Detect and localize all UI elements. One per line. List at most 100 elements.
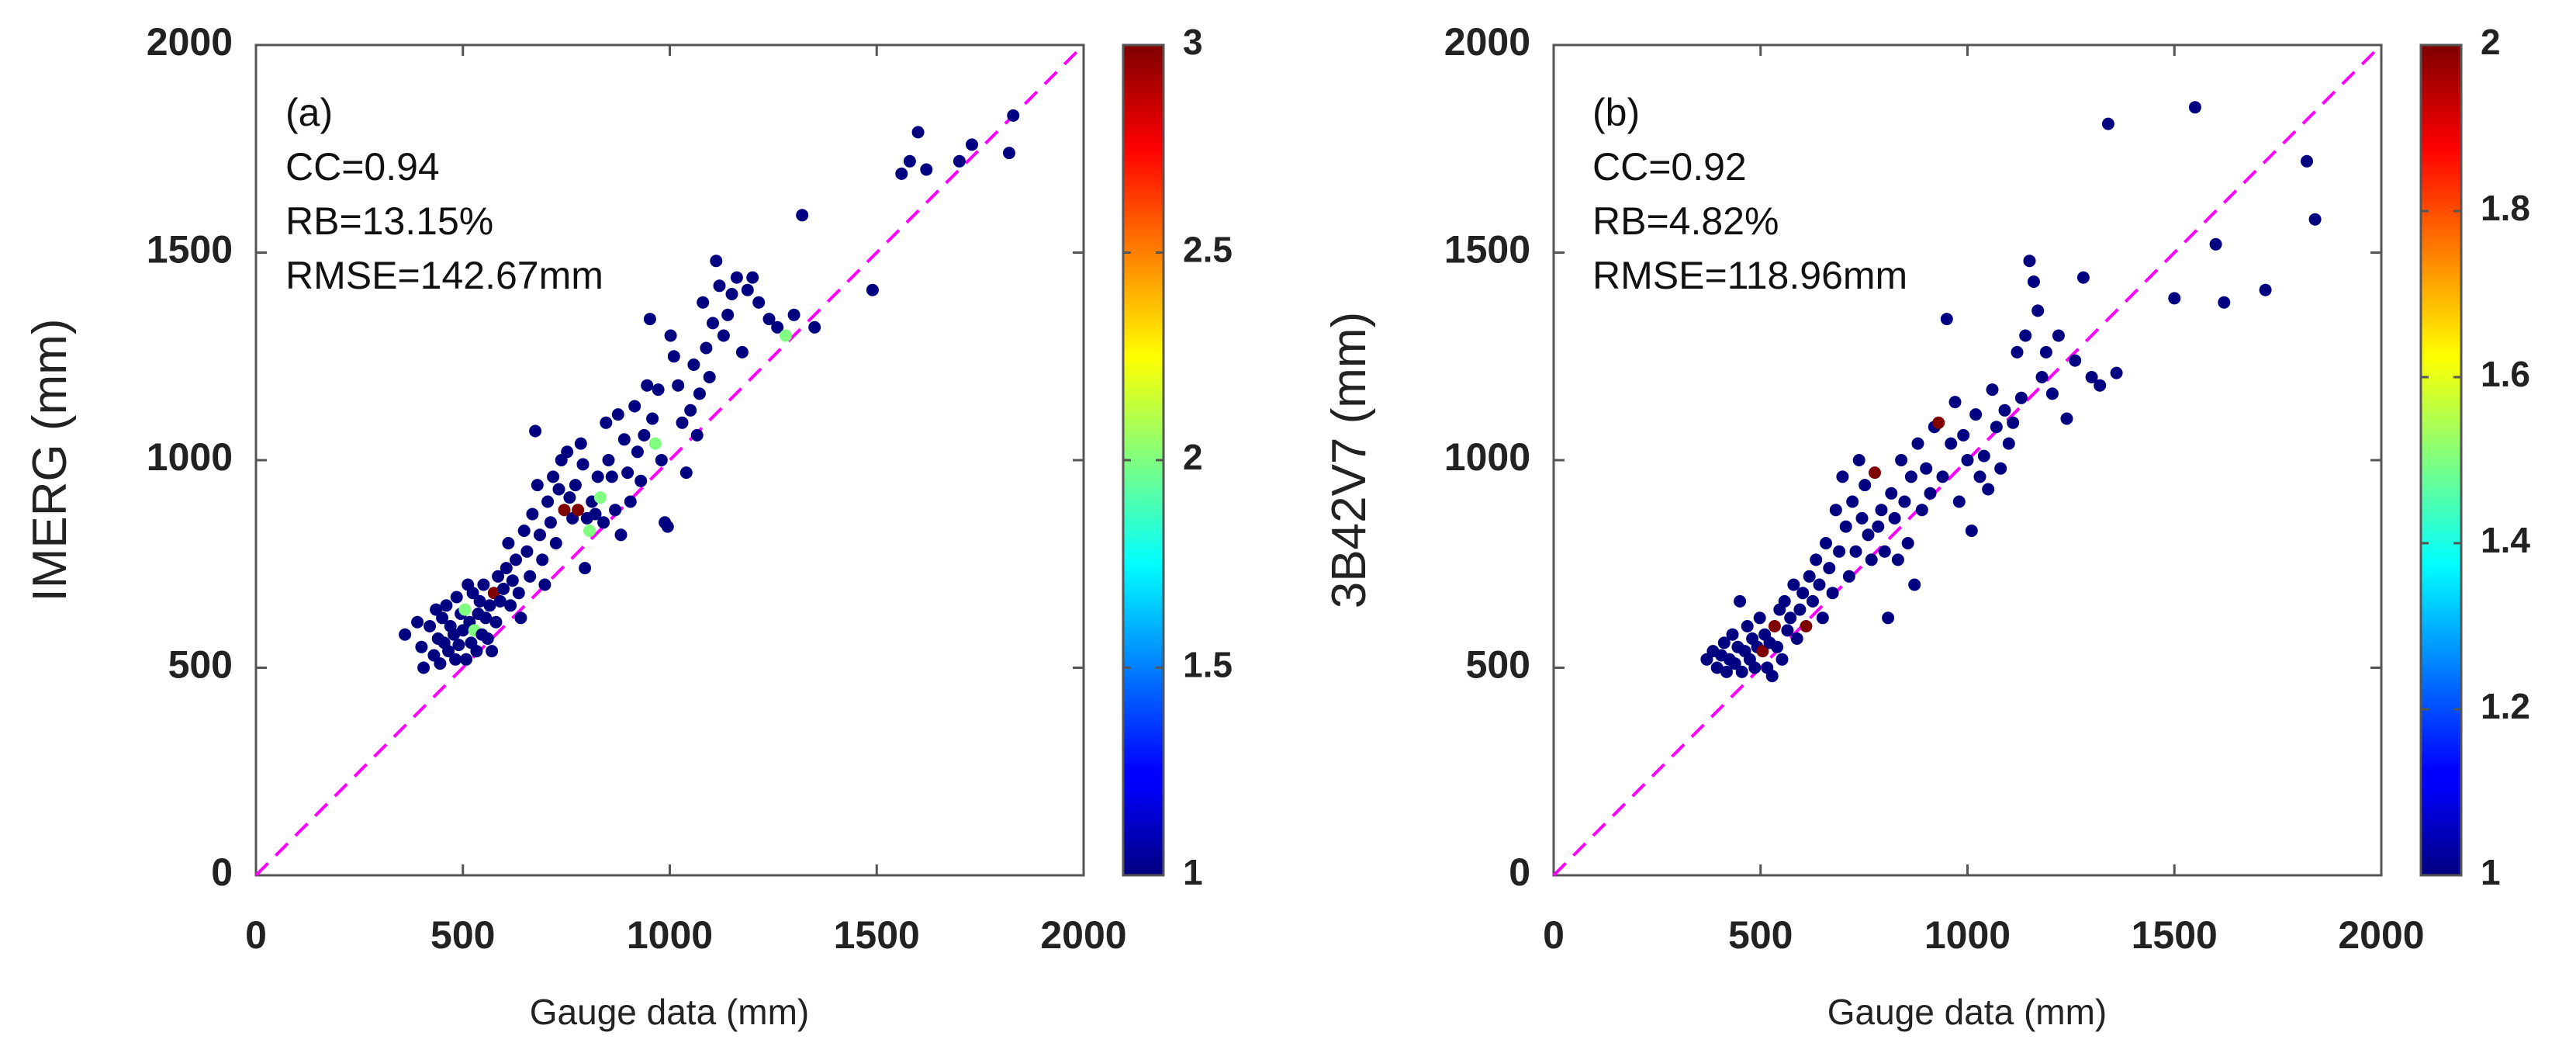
scatter-point — [526, 507, 539, 521]
scatter-point — [1945, 437, 1958, 450]
scatter-point — [703, 371, 716, 383]
scatter-point — [2045, 387, 2059, 400]
scatter-point — [1842, 570, 1855, 583]
panel-label-a: (a) — [285, 91, 333, 134]
scatter-point — [1891, 553, 1904, 566]
scatter-point — [1862, 528, 1875, 542]
scatter-point — [1820, 537, 1832, 549]
scatter-point — [510, 553, 522, 566]
colorbar-tick-label: 1 — [1183, 852, 1203, 892]
scatter-point — [2101, 117, 2114, 130]
scatter-point — [713, 279, 726, 293]
scatter-point — [672, 379, 685, 392]
scatter-point — [591, 470, 604, 483]
scatter-point — [2002, 437, 2015, 450]
colorbar-tick-label: 3 — [1183, 22, 1203, 62]
scatter-point — [1793, 603, 1807, 616]
scatter-point — [2039, 345, 2052, 359]
scatter-point — [2085, 371, 2098, 383]
scatter-point — [609, 504, 622, 517]
scatter-point — [911, 126, 925, 139]
scatter-point — [434, 657, 447, 670]
scatter-point — [741, 283, 754, 296]
scatter-point — [679, 466, 693, 480]
scatter-point — [1741, 620, 1754, 632]
scatter-point — [1846, 495, 1859, 508]
scatter-point — [953, 154, 966, 168]
scatter-point — [652, 383, 665, 397]
scatter-point — [2069, 354, 2082, 367]
scatter-point — [452, 639, 465, 652]
scatter-point — [1994, 462, 2007, 475]
scatter-point — [529, 424, 542, 438]
scatter-point — [531, 479, 544, 492]
scatter-point — [506, 574, 519, 587]
y-tick-label: 1500 — [1444, 228, 1530, 272]
scatter-point — [1007, 109, 1020, 122]
x-tick-label: 2000 — [2338, 913, 2424, 957]
stats-annotation-a: (a) CC=0.94 RB=13.15% RMSE=142.67mm — [285, 91, 603, 297]
scatter-point — [473, 594, 486, 608]
scatter-point — [634, 474, 648, 487]
scatter-point — [1796, 587, 1810, 600]
scatter-point — [500, 562, 513, 575]
scatter-point — [1961, 454, 1974, 466]
scatter-point — [655, 454, 668, 466]
scatter-point — [1895, 454, 1908, 466]
scatter-point — [449, 653, 462, 666]
colorbar-ticks-b — [2421, 43, 2461, 877]
scatter-point — [547, 470, 560, 483]
scatter-point — [866, 283, 879, 296]
scatter-point — [572, 504, 585, 517]
scatter-point — [746, 271, 759, 284]
scatter-point — [1807, 594, 1819, 608]
scatter-point — [721, 308, 735, 321]
scatter-point — [2209, 237, 2222, 251]
scatter-point — [497, 582, 510, 595]
scatter-point — [1734, 594, 1747, 608]
scatter-point — [1878, 545, 1891, 558]
scatter-point — [411, 615, 424, 629]
scatter-point — [1969, 408, 1983, 421]
scatter-point — [1784, 611, 1797, 625]
scatter-point — [450, 591, 463, 604]
scatter-point — [2218, 296, 2231, 309]
scatter-point — [574, 437, 587, 450]
scatter-point — [442, 645, 455, 658]
scatter-point — [512, 587, 525, 600]
scatter-point — [486, 645, 499, 658]
scatter-point — [1882, 611, 1895, 625]
scatter-point — [563, 491, 576, 504]
y-tick-labels-b: 0 500 1000 1500 2000 — [1444, 20, 1530, 894]
scatter-point — [1833, 545, 1846, 558]
scatter-point — [643, 313, 656, 326]
y-tick-label: 1000 — [147, 435, 233, 479]
colorbar-ticks-a — [1123, 43, 1164, 877]
scatter-point — [700, 341, 713, 355]
x-tick-labels-a: 0 500 1000 1500 2000 — [245, 913, 1127, 957]
x-tick-label: 1500 — [2132, 913, 2218, 957]
stat-rb-b: RB=4.82% — [1592, 199, 1779, 243]
scatter-point — [458, 603, 472, 616]
x-tick-label: 1000 — [627, 913, 713, 957]
scatter-point — [470, 645, 483, 658]
y-tick-label: 0 — [211, 850, 233, 894]
scatter-point — [417, 661, 430, 674]
x-tick-label: 0 — [1543, 913, 1565, 957]
scatter-point — [600, 416, 613, 429]
colorbar-tick-label: 2 — [2481, 22, 2501, 62]
scatter-point — [1717, 636, 1731, 649]
scatter-point — [664, 329, 677, 342]
colorbar-tick-label: 1.5 — [1183, 645, 1233, 685]
colorbar-a: 1 1.5 2 2.5 3 — [1122, 22, 1233, 892]
scatter-point — [617, 433, 631, 446]
scatter-point — [1735, 665, 1748, 678]
colorbar-tick-label: 2.5 — [1183, 230, 1233, 270]
scatter-point — [796, 209, 809, 222]
panel-label-b: (b) — [1592, 91, 1640, 134]
scatter-point — [502, 537, 515, 549]
scatter-point — [614, 528, 628, 542]
scatter-point — [1888, 511, 1901, 525]
colorbar-tick-label: 1.4 — [2481, 520, 2530, 560]
x-axis-title-b: Gauge data (mm) — [1827, 992, 2107, 1032]
